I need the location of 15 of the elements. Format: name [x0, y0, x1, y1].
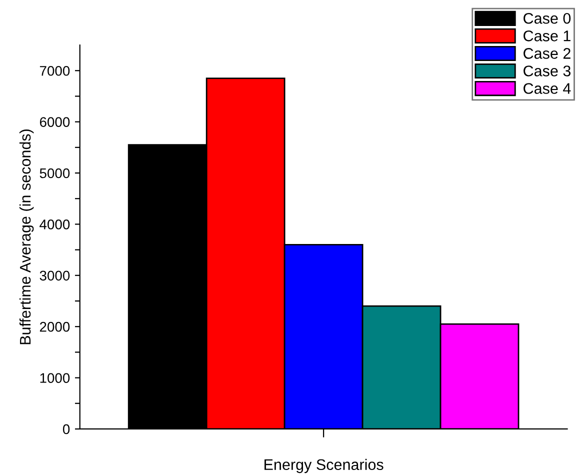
legend-label: Case 1	[524, 30, 570, 42]
y-tick-label: 1000	[40, 373, 70, 383]
y-tick-label: 2000	[40, 322, 70, 332]
y-tick-label: 4000	[40, 220, 70, 230]
y-axis-title: Buffertime Average (in seconds)	[19, 130, 34, 344]
legend-label: Case 0	[524, 12, 571, 24]
y-tick-label: 5000	[40, 168, 70, 178]
legend-label: Case 4	[524, 83, 571, 94]
x-axis-title: Energy Scenarios	[264, 458, 384, 474]
y-tick-label: 7000	[40, 66, 70, 76]
y-tick-label: 3000	[40, 270, 70, 281]
legend-label: Case 2	[524, 48, 570, 59]
y-tick-label: 6000	[40, 117, 70, 127]
legend-label: Case 3	[524, 66, 571, 76]
y-tick-label: 0	[62, 424, 70, 434]
